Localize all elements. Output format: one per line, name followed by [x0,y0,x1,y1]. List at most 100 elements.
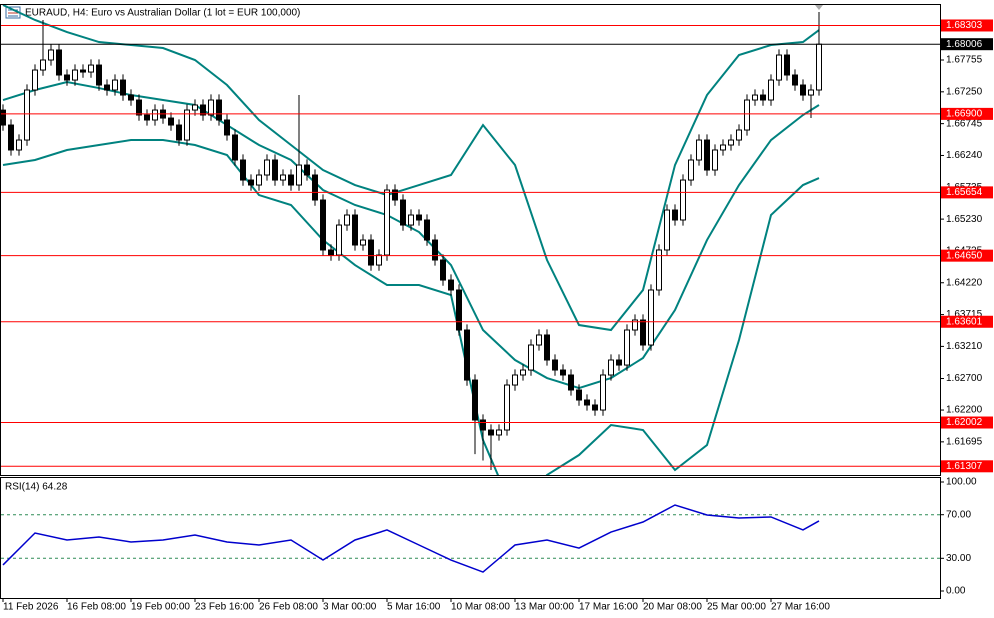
candle-body [680,179,686,221]
candle-body [600,374,606,411]
candle-body [816,43,822,91]
candle-body [696,139,702,161]
x-tick-label: 26 Feb 08:00 [259,602,318,613]
x-tick-label: 19 Feb 00:00 [131,602,190,613]
candle-body [808,89,814,96]
level-label-bg [941,38,993,51]
candle-body [792,74,798,86]
y-tick-label: 1.63210 [946,341,983,352]
candle-body [560,369,566,376]
y-tick-label: 1.64220 [946,277,983,288]
candle-body [768,79,774,101]
candle-body [576,389,582,401]
candle-body [720,144,726,151]
candle-body [144,114,150,121]
level-label-bg [941,315,993,328]
x-tick-label: 20 Mar 08:00 [643,602,702,613]
candle-body [800,84,806,96]
level-label-bg [941,249,993,262]
candle-body [192,104,198,111]
candle-body [512,374,518,386]
x-tick-label: 10 Mar 08:00 [451,602,510,613]
level-label-bg [941,19,993,32]
candle-body [408,214,414,226]
candle-body [48,49,54,61]
candle-body [88,64,94,73]
candle-body [168,117,174,126]
current-bar-marker [815,5,823,10]
candle-body [528,344,534,371]
candle-body [152,109,158,121]
x-tick-label: 25 Mar 00:00 [707,602,766,613]
y-tick-label: 1.65230 [946,214,983,225]
y-tick-label: 1.66240 [946,150,983,161]
candle-body [336,224,342,256]
x-tick-label: 3 Mar 00:00 [323,602,377,613]
candle-body [424,219,430,241]
candle-body [616,359,622,366]
band-line [2,5,820,332]
candle-body [568,374,574,391]
candle-body [688,159,694,181]
candle-body [352,214,358,246]
candle-body [584,399,590,406]
candle-body [488,429,494,436]
y-tick-label: 1.63715 [946,309,983,320]
price-frame [0,4,941,476]
candle-body [96,64,102,86]
level-label: 1.66900 [946,109,983,120]
x-tick-label: 11 Feb 2026 [3,602,59,613]
candle-body [496,429,502,436]
candle-body [16,139,22,151]
candle-body [400,199,406,226]
level-label: 1.64650 [946,250,983,261]
candle-body [24,89,30,141]
band-line [2,139,820,475]
candle-body [320,199,326,251]
candle-body [104,84,110,91]
level-label: 1.63601 [946,316,983,327]
candle-body [544,334,550,361]
candle-body [432,239,438,261]
candle-body [656,249,662,291]
rsi-line [2,504,820,573]
candle-body [240,159,246,181]
candle-body [120,79,126,96]
level-label: 1.68303 [946,20,983,31]
candle-body [640,319,646,346]
price-plot [1,5,822,475]
level-label: 1.62002 [946,417,983,428]
candle-body [296,164,302,186]
candle-body [648,289,654,346]
candle-body [56,49,62,76]
level-label: 1.68006 [946,39,983,50]
candle-body [224,119,230,136]
candle-body [608,359,614,376]
x-tick-label: 16 Feb 08:00 [67,602,126,613]
x-tick-label: 17 Mar 16:00 [579,602,638,613]
candle-body [312,174,318,201]
candle-body [456,289,462,331]
candle-body [304,164,310,176]
y-tick-label: 1.67755 [946,55,983,66]
candle-body [536,334,542,346]
candle-body [472,379,478,421]
candle-body [1,109,6,126]
candle-body [368,239,374,266]
candle-body [344,214,350,226]
candle-body [384,189,390,256]
rsi-title: RSI(14) 64.28 [5,482,68,493]
rsi-y-tick-label: 30.00 [946,553,971,564]
y-tick-label: 1.62200 [946,405,983,416]
candle-body [776,54,782,81]
candle-body [32,69,38,91]
candle-body [504,384,510,431]
rsi-y-tick-label: 100.00 [946,477,977,488]
candle-body [288,174,294,186]
candle-body [208,99,214,116]
candle-body [248,179,254,186]
x-tick-label: 13 Mar 00:00 [515,602,574,613]
y-tick-label: 1.67250 [946,86,983,97]
